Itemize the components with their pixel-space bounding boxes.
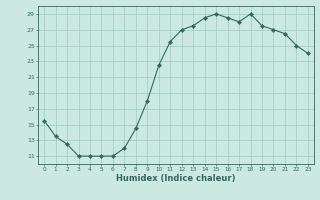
X-axis label: Humidex (Indice chaleur): Humidex (Indice chaleur) <box>116 174 236 183</box>
